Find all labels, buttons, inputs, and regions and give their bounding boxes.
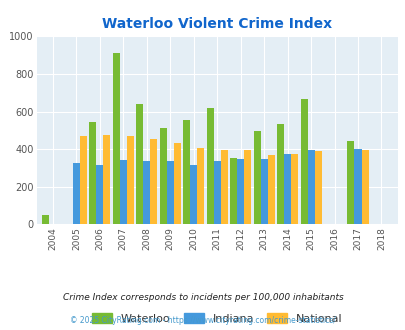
Bar bbox=[300, 99, 307, 224]
Bar bbox=[166, 161, 173, 224]
Bar bbox=[119, 160, 126, 224]
Bar bbox=[197, 148, 204, 224]
Text: © 2025 CityRating.com - https://www.cityrating.com/crime-statistics/: © 2025 CityRating.com - https://www.city… bbox=[70, 316, 335, 325]
Text: Crime Index corresponds to incidents per 100,000 inhabitants: Crime Index corresponds to incidents per… bbox=[62, 293, 343, 302]
Bar bbox=[260, 159, 267, 224]
Bar bbox=[243, 150, 251, 224]
Bar bbox=[307, 150, 314, 224]
Bar bbox=[206, 108, 213, 224]
Bar bbox=[73, 163, 80, 224]
Bar bbox=[89, 122, 96, 224]
Bar bbox=[213, 161, 220, 224]
Bar bbox=[42, 215, 49, 224]
Bar bbox=[314, 151, 321, 224]
Bar bbox=[237, 159, 243, 224]
Bar bbox=[150, 139, 157, 224]
Legend: Waterloo, Indiana, National: Waterloo, Indiana, National bbox=[87, 309, 346, 329]
Bar bbox=[96, 165, 103, 224]
Bar bbox=[136, 104, 143, 224]
Bar bbox=[113, 53, 119, 224]
Bar bbox=[190, 165, 197, 224]
Bar bbox=[267, 155, 274, 224]
Bar bbox=[360, 150, 368, 224]
Bar bbox=[253, 131, 260, 224]
Title: Waterloo Violent Crime Index: Waterloo Violent Crime Index bbox=[102, 17, 331, 31]
Bar bbox=[173, 143, 180, 224]
Bar bbox=[159, 128, 166, 224]
Bar bbox=[126, 136, 134, 224]
Bar bbox=[103, 135, 110, 224]
Bar bbox=[220, 150, 227, 224]
Bar bbox=[347, 141, 354, 224]
Bar bbox=[276, 124, 284, 224]
Bar bbox=[230, 158, 237, 224]
Bar bbox=[183, 120, 190, 224]
Bar bbox=[290, 154, 297, 224]
Bar bbox=[284, 154, 290, 224]
Bar bbox=[143, 161, 150, 224]
Bar bbox=[80, 136, 87, 224]
Bar bbox=[354, 149, 360, 224]
